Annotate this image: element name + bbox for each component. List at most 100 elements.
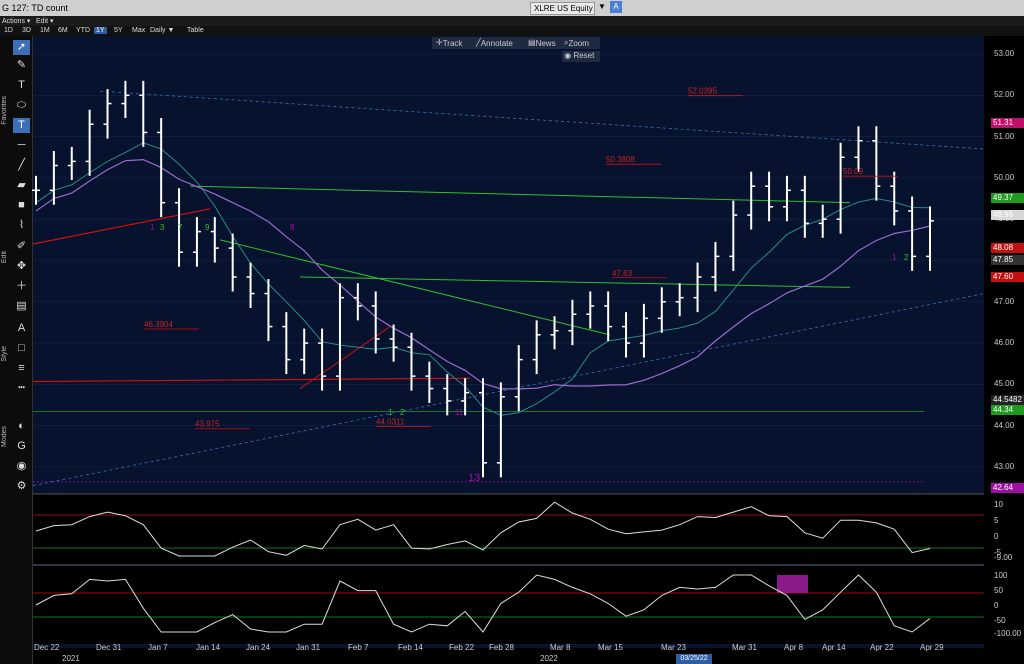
date-tick: Apr 8 bbox=[784, 643, 804, 652]
range-1m[interactable]: 1M bbox=[40, 27, 50, 34]
trend-line-dashed bbox=[99, 90, 985, 150]
osc1-tick: 5 bbox=[994, 516, 999, 525]
osc1-line bbox=[35, 501, 931, 557]
price-tag: 44.34 bbox=[991, 405, 1024, 415]
price-tag: 49.37 bbox=[991, 193, 1024, 203]
text-icon[interactable]: T bbox=[13, 118, 30, 133]
td-count-label: 9 bbox=[205, 223, 210, 232]
osc2-tick: 50 bbox=[994, 586, 1003, 595]
range-6m[interactable]: 6M bbox=[58, 27, 68, 34]
hline-icon[interactable]: ─ bbox=[17, 139, 26, 151]
level-label: 50.09 bbox=[843, 167, 864, 176]
price-tag: 51.31 bbox=[991, 118, 1024, 128]
edit-menu[interactable]: Edit ▾ bbox=[36, 18, 54, 25]
price-tick: 44.00 bbox=[994, 420, 1015, 430]
range-max[interactable]: Max bbox=[132, 27, 146, 34]
price-tag: 48.08 bbox=[991, 243, 1024, 253]
range-table[interactable]: Table bbox=[187, 27, 204, 34]
td-count-label: 1 bbox=[388, 408, 393, 417]
polyline-icon[interactable]: ⌇ bbox=[18, 219, 25, 231]
price-tick: 52.00 bbox=[994, 90, 1015, 100]
menu-toolbar: Actions ▾ Edit ▾ bbox=[0, 16, 1024, 26]
a-button[interactable]: A bbox=[610, 1, 622, 13]
cursor-date-badge: 03/25/22 bbox=[676, 654, 712, 664]
price-tag: 48.96 bbox=[991, 210, 1024, 220]
date-tick: Mar 31 bbox=[732, 643, 757, 652]
date-tick: Apr 29 bbox=[920, 643, 944, 652]
crosshair-icon[interactable]: ＋ bbox=[16, 280, 27, 292]
level-label: 46.3904 bbox=[144, 320, 173, 329]
brush-icon[interactable]: ✐ bbox=[16, 240, 27, 252]
price-tag: 44.5482 bbox=[991, 395, 1024, 405]
oscillator2-panel bbox=[33, 566, 984, 644]
range-ytd[interactable]: YTD bbox=[76, 27, 90, 34]
price-tag: 42.64 bbox=[991, 483, 1024, 493]
range-1d[interactable]: 1D bbox=[4, 27, 13, 34]
range-1y[interactable]: 1Y bbox=[94, 27, 107, 34]
news-button[interactable]: ▤ News bbox=[528, 38, 556, 48]
track-button[interactable]: ✛ Track bbox=[436, 38, 463, 48]
line-weight-icon[interactable]: ≡ bbox=[18, 362, 25, 374]
trendline-icon[interactable]: ╱ bbox=[18, 159, 25, 171]
support-line bbox=[32, 377, 471, 383]
level-label: 43.975 bbox=[195, 420, 220, 429]
moving-average-short bbox=[35, 142, 931, 416]
td-count-label: 2 bbox=[904, 253, 909, 262]
osc2-line bbox=[35, 574, 931, 633]
toggle-icon[interactable]: ◐ bbox=[18, 420, 25, 432]
date-tick: Feb 28 bbox=[489, 643, 514, 652]
date-tick: Dec 22 bbox=[34, 643, 60, 652]
range-3d[interactable]: 3D bbox=[22, 27, 31, 34]
td-count-label: 11 bbox=[455, 408, 464, 417]
annotation-bar: ✛ Track ╱ Annotate ▤ News ⌕ Zoom bbox=[432, 37, 600, 49]
level-label: 47.63 bbox=[612, 269, 633, 278]
year-label: 2022 bbox=[540, 654, 558, 663]
actions-menu[interactable]: Actions ▾ bbox=[2, 18, 31, 25]
price-tag: 47.85 bbox=[991, 255, 1024, 265]
move-icon[interactable]: ✥ bbox=[16, 260, 27, 272]
delete-icon[interactable]: ▤ bbox=[16, 300, 27, 312]
osc2-highlight bbox=[777, 575, 808, 593]
date-tick: Jan 31 bbox=[296, 643, 321, 652]
price-tick: 45.00 bbox=[994, 379, 1015, 389]
date-tick: Apr 22 bbox=[870, 643, 894, 652]
range-5y[interactable]: 5Y bbox=[114, 27, 123, 34]
channel-icon[interactable]: ▰ bbox=[17, 179, 26, 191]
date-tick: Feb 22 bbox=[449, 643, 474, 652]
pointer-icon[interactable]: ➚ bbox=[13, 40, 30, 55]
osc2-tick: -50 bbox=[994, 616, 1006, 625]
settings-gear-icon[interactable]: ⚙ bbox=[16, 480, 27, 492]
osc1-tick: -9.00 bbox=[994, 553, 1013, 562]
range-bar: 1D 3D 1M 6M YTD 1Y 5Y Max Daily ▼ Table bbox=[0, 26, 1024, 36]
annotate-button[interactable]: ╱ Annotate bbox=[476, 38, 513, 48]
range-daily[interactable]: Daily ▼ bbox=[150, 27, 175, 34]
osc2-tick: -100.00 bbox=[994, 629, 1022, 638]
green-line bbox=[299, 276, 851, 288]
ticker-field[interactable]: XLRE US Equity bbox=[530, 2, 595, 15]
price-axis bbox=[984, 36, 1024, 648]
reset-button[interactable]: ◉ Reset bbox=[562, 51, 600, 62]
snap-icon[interactable]: G bbox=[17, 440, 26, 452]
date-tick: Mar 23 bbox=[661, 643, 686, 652]
palette-icon[interactable]: ◉ bbox=[16, 460, 27, 472]
osc1-tick: 0 bbox=[994, 532, 999, 541]
window-titlebar: G 127: TD count XLRE US Equity ▼ A bbox=[0, 0, 1024, 16]
date-tick: Jan 7 bbox=[148, 643, 168, 652]
td-count-label: 7 bbox=[178, 223, 183, 232]
ticker-dropdown-icon[interactable]: ▼ bbox=[598, 2, 606, 11]
price-tick: 50.00 bbox=[994, 172, 1015, 182]
font-icon[interactable]: A bbox=[17, 322, 26, 334]
rectangle-icon[interactable]: ■ bbox=[18, 199, 25, 211]
fill-icon[interactable]: □ bbox=[18, 342, 25, 354]
text-size-icon[interactable]: T bbox=[18, 79, 25, 91]
osc1-tick: 10 bbox=[994, 500, 1003, 509]
pen-icon[interactable]: ✎ bbox=[16, 59, 27, 71]
price-tick: 53.00 bbox=[994, 49, 1015, 58]
zoom-button[interactable]: ⌕ Zoom bbox=[564, 38, 589, 48]
price-tag: 47.60 bbox=[991, 272, 1024, 282]
window-title: G 127: TD count bbox=[2, 3, 68, 13]
osc2-tick: 0 bbox=[994, 601, 999, 610]
ellipse-icon[interactable]: ⬭ bbox=[16, 99, 27, 111]
line-style-icon[interactable]: ┅ bbox=[18, 382, 25, 394]
